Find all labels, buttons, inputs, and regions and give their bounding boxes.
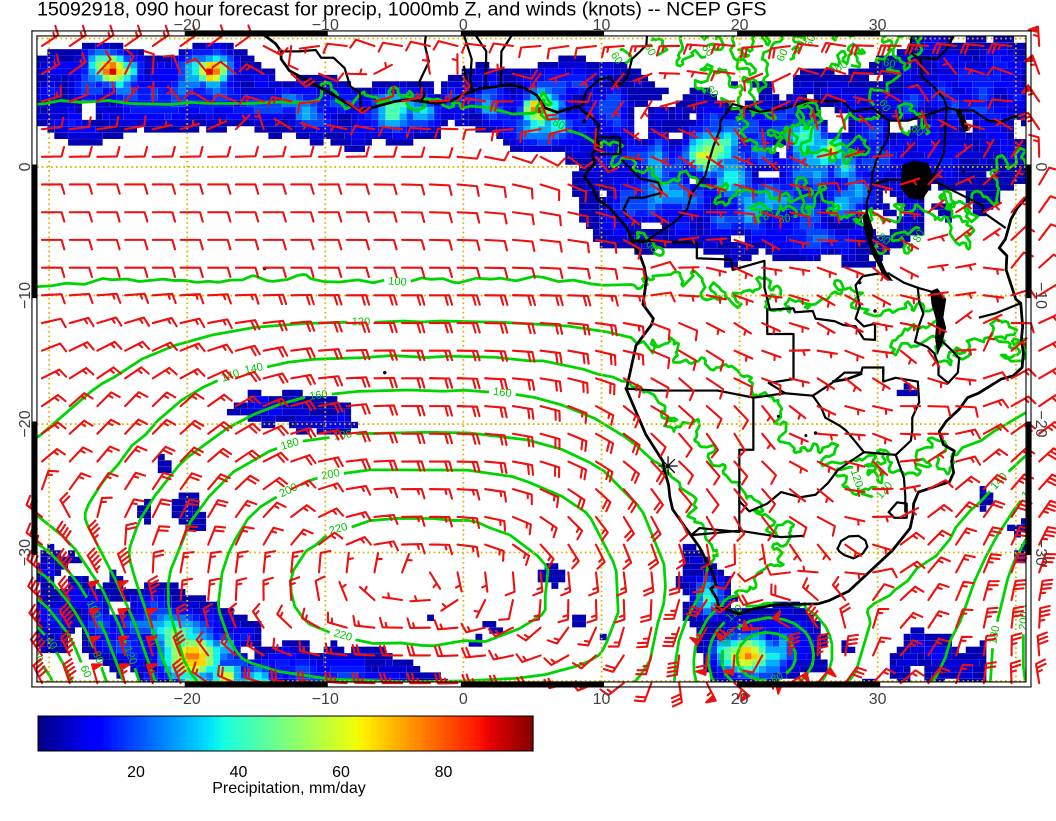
svg-text:30: 30	[869, 691, 887, 708]
svg-text:30: 30	[869, 17, 887, 34]
svg-text:80: 80	[435, 764, 453, 781]
svg-text:20: 20	[731, 691, 749, 708]
svg-text:0: 0	[1032, 163, 1049, 172]
svg-text:−20: −20	[1032, 410, 1049, 437]
svg-text:80: 80	[769, 671, 785, 687]
svg-text:60: 60	[876, 97, 893, 114]
svg-text:80: 80	[911, 228, 927, 245]
svg-text:0: 0	[459, 691, 468, 708]
svg-text:−10: −10	[312, 17, 339, 34]
svg-text:−10: −10	[17, 282, 34, 309]
svg-text:−30: −30	[17, 539, 34, 566]
svg-text:200: 200	[1017, 611, 1031, 631]
svg-text:−30: −30	[1032, 539, 1049, 566]
svg-text:10: 10	[593, 17, 611, 34]
svg-text:20: 20	[28, 649, 45, 666]
svg-text:60: 60	[78, 664, 94, 680]
svg-text:220: 220	[332, 627, 353, 644]
svg-text:Precipitation, mm/day: Precipitation, mm/day	[212, 780, 366, 797]
svg-text:60: 60	[332, 764, 350, 781]
svg-text:180: 180	[279, 436, 300, 453]
svg-text:100: 100	[388, 275, 407, 288]
svg-text:60: 60	[775, 47, 791, 63]
svg-text:−20: −20	[17, 410, 34, 437]
svg-text:120: 120	[121, 645, 139, 667]
svg-text:−10: −10	[1032, 282, 1049, 309]
svg-text:20: 20	[127, 764, 145, 781]
svg-text:60: 60	[882, 57, 897, 71]
svg-text:160: 160	[1019, 480, 1040, 502]
svg-text:40: 40	[43, 635, 60, 652]
svg-text:60: 60	[608, 50, 625, 67]
svg-text:15092918, 090 hour forecast fo: 15092918, 090 hour forecast for precip, …	[37, 0, 767, 20]
svg-text:60: 60	[907, 31, 921, 45]
svg-text:−20: −20	[174, 17, 201, 34]
svg-text:160: 160	[309, 389, 329, 403]
svg-text:10: 10	[593, 691, 611, 708]
svg-text:120: 120	[848, 468, 865, 489]
svg-text:80: 80	[90, 650, 106, 666]
svg-text:−20: −20	[174, 691, 201, 708]
svg-text:40: 40	[230, 764, 248, 781]
svg-text:60: 60	[908, 122, 925, 139]
svg-text:20: 20	[731, 17, 749, 34]
svg-text:0: 0	[459, 17, 468, 34]
svg-text:−10: −10	[312, 691, 339, 708]
svg-text:0: 0	[17, 162, 34, 171]
svg-text:80: 80	[550, 116, 567, 132]
